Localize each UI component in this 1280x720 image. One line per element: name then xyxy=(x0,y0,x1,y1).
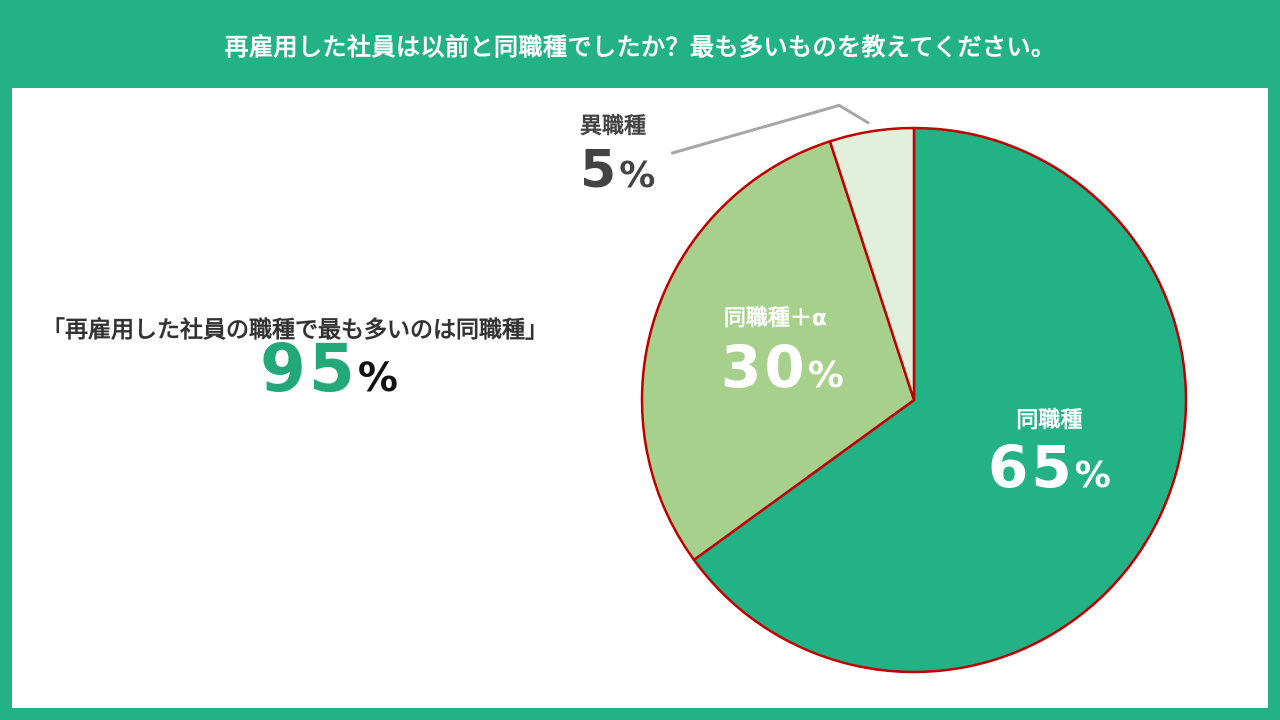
slice-name: 同職種 xyxy=(1016,408,1083,433)
slice-name: 同職種＋α xyxy=(723,306,827,331)
slice-label-same-job-plus: 同職種＋α 30% xyxy=(707,306,844,397)
slice-value: 65 xyxy=(988,433,1075,501)
slice-same-job-plus xyxy=(640,140,916,562)
slice-value: 5 xyxy=(580,140,620,200)
slice-unit: % xyxy=(1074,455,1111,496)
pie-chart xyxy=(640,103,1188,674)
slice-value: 30 xyxy=(721,333,808,401)
summary-number: 95 xyxy=(260,330,358,407)
summary-value: 95% xyxy=(260,336,398,402)
slice-same-job xyxy=(692,126,1188,674)
slice-label-same-job: 同職種 65% xyxy=(988,408,1111,497)
summary-unit: % xyxy=(357,355,398,401)
page-title: 再雇用した社員は以前と同職種でしたか？最も多いものを教えてください。 xyxy=(224,32,1056,61)
slice-unit: % xyxy=(619,155,656,196)
slice-name: 異職種 xyxy=(580,114,647,139)
leader-line xyxy=(670,103,870,155)
summary-caption: 「再雇用した社員の職種で最も多いのは同職種」 xyxy=(42,317,548,343)
content-panel: 「再雇用した社員の職種で最も多いのは同職種」 95% 同職種 65% 同職種＋α… xyxy=(12,88,1268,708)
slice-label-different-job: 異職種 5% xyxy=(580,114,656,197)
slice-different-job xyxy=(828,126,916,402)
slice-unit: % xyxy=(807,355,844,396)
